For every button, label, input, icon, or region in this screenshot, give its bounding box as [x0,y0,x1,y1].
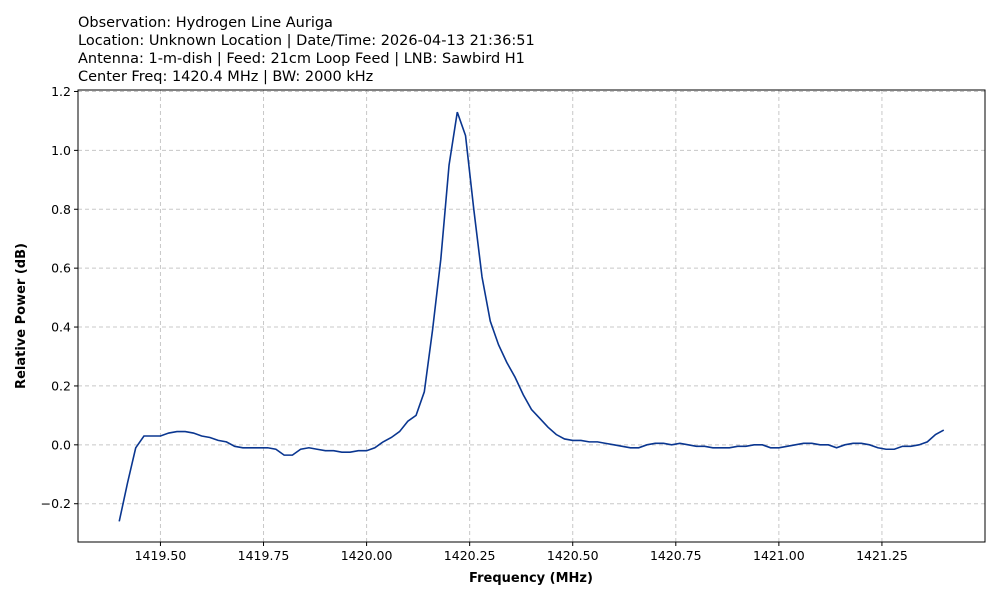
x-axis-label: Frequency (MHz) [469,571,593,586]
x-tick-label: 1420.75 [650,548,702,563]
x-tick-label: 1420.25 [444,548,496,563]
y-tick-label: 0.6 [51,261,71,276]
x-tick-label: 1421.25 [856,548,908,563]
x-tick-label: 1421.00 [753,548,805,563]
title-line: Antenna: 1-m-dish | Feed: 21cm Loop Feed… [78,51,525,67]
data-line [118,111,945,522]
y-tick-label: 1.2 [51,84,71,99]
y-axis-label: Relative Power (dB) [14,243,29,389]
y-tick-label: 0.4 [51,320,71,335]
y-tick-label: 0.0 [51,437,71,452]
x-tick-label: 1420.00 [341,548,393,563]
y-tick-label: 0.2 [51,378,71,393]
title-line: Center Freq: 1420.4 MHz | BW: 2000 kHz [78,69,373,85]
y-tick-label: 1.0 [51,143,71,158]
y-tick-label: 0.8 [51,202,71,217]
x-tick-label: 1419.50 [135,548,187,563]
y-tick-label: −0.2 [41,496,71,511]
title-line: Observation: Hydrogen Line Auriga [78,15,333,31]
x-tick-label: 1420.50 [547,548,599,563]
plot-frame [77,89,986,543]
x-tick-label: 1419.75 [238,548,290,563]
title-line: Location: Unknown Location | Date/Time: … [78,33,535,49]
